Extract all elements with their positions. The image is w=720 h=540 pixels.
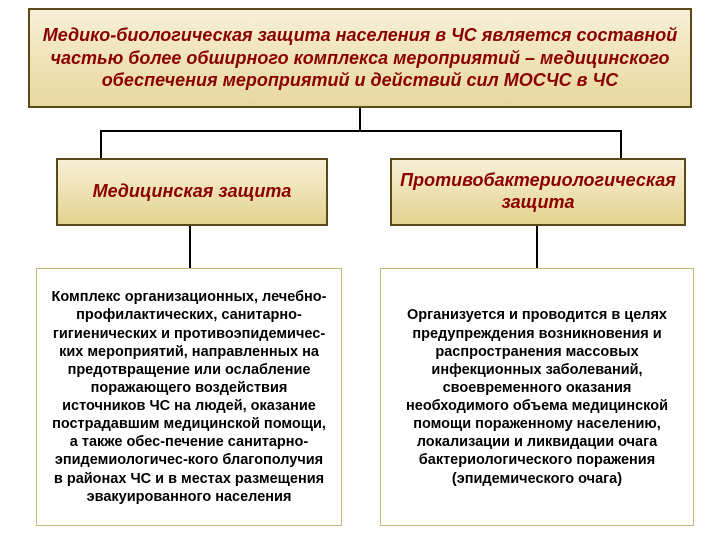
top-title-text: Медико-биологическая защита населения в …	[40, 24, 680, 92]
connector-mid-bot-right	[536, 226, 538, 268]
connector-hbar	[100, 130, 622, 132]
branch-heading-right-text: Противобактериологическая защита	[400, 170, 676, 213]
connector-trunk	[359, 108, 361, 132]
connector-drop-right	[620, 130, 622, 158]
branch-heading-left: Медицинская защита	[56, 158, 328, 226]
branch-body-left-text: Комплекс организационных, лечебно-профил…	[49, 288, 329, 506]
branch-heading-left-text: Медицинская защита	[93, 181, 292, 203]
branch-heading-right: Противобактериологическая защита	[390, 158, 686, 226]
branch-body-left: Комплекс организационных, лечебно-профил…	[36, 268, 342, 526]
branch-body-right-text: Организуется и проводится в целях предуп…	[395, 306, 679, 487]
connector-mid-bot-left	[189, 226, 191, 268]
top-title-box: Медико-биологическая защита населения в …	[28, 8, 692, 108]
connector-drop-left	[100, 130, 102, 158]
branch-body-right: Организуется и проводится в целях предуп…	[380, 268, 694, 526]
